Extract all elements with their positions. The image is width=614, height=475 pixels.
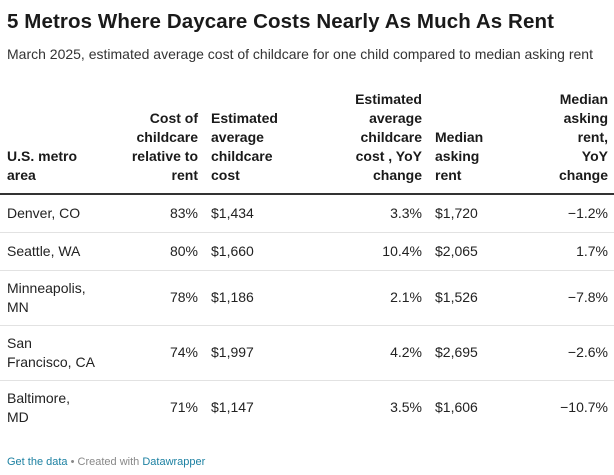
cell-ratio: 74% [120,325,204,381]
cell-childcare-cost: $1,186 [204,270,308,326]
cell-childcare-yoy: 3.5% [390,399,422,416]
cell-rent-yoy: −2.6% [530,325,614,381]
chart-subtitle: March 2025, estimated average cost of ch… [7,46,593,62]
cell-rent: $2,695 [428,325,530,381]
column-header-childcare-cost[interactable]: Estimated average childcare cost [204,90,308,195]
cell-rent: $1,526 [428,270,530,326]
cell-rent-yoy: −10.7% [560,399,608,416]
cell-metro: Minneapolis, MN [0,270,120,326]
column-header-childcare-yoy[interactable]: Estimated average childcare cost , YoY c… [308,90,428,195]
cell-childcare-cost: $1,997 [204,325,308,381]
cell-metro: Baltimore, MD [7,389,71,425]
cell-metro: Seattle, WA [0,232,120,271]
cell-ratio: 83% [120,194,204,233]
cell-rent-yoy: −7.8% [530,270,614,326]
table-row: Minneapolis, MN 78% $1,186 2.1% $1,526 −… [0,270,614,326]
column-header-metro[interactable]: U.S. metro area [0,90,120,195]
table-row: Seattle, WA 80% $1,660 10.4% $2,065 1.7% [0,232,614,271]
footer-separator: • Created with [67,456,143,468]
get-the-data-link[interactable]: Get the data [7,456,68,468]
cell-rent: $1,606 [435,399,478,416]
column-header-rent[interactable]: Median asking rent [428,90,530,195]
cell-childcare-yoy: 2.1% [308,270,428,326]
column-header-rent-yoy[interactable]: Median asking rent, YoY change [530,90,614,195]
table-row: Denver, CO 83% $1,434 3.3% $1,720 −1.2% [0,194,614,233]
datawrapper-link[interactable]: Datawrapper [142,456,206,468]
table-row: San Francisco, CA 74% $1,997 4.2% $2,695… [0,325,614,381]
table-row: Baltimore, MD 71% $1,147 3.5% $1,606 −10… [0,380,614,435]
cell-childcare-cost: $1,660 [204,232,308,271]
cell-rent-yoy: 1.7% [530,232,614,271]
cell-ratio: 80% [120,232,204,271]
cell-childcare-yoy: 3.3% [308,194,428,233]
cell-metro: San Francisco, CA [0,325,120,381]
cell-metro: Denver, CO [0,194,120,233]
header-row: U.S. metro area Cost of childcare relati… [0,90,614,195]
column-header-ratio[interactable]: Cost of childcare relative to rent [120,90,204,195]
cell-childcare-yoy: 4.2% [308,325,428,381]
cell-ratio: 78% [120,270,204,326]
cell-ratio: 71% [169,399,198,416]
data-table: U.S. metro area Cost of childcare relati… [0,90,614,435]
cell-rent-yoy: −1.2% [530,194,614,233]
cell-rent: $2,065 [428,232,530,271]
cell-rent: $1,720 [428,194,530,233]
cell-childcare-yoy: 10.4% [308,232,428,271]
cell-childcare-cost: $1,434 [204,194,308,233]
chart-footer: Get the data • Created with Datawrapper [7,456,205,468]
cell-childcare-cost: $1,147 [211,399,254,416]
chart-title: 5 Metros Where Daycare Costs Nearly As M… [7,10,555,33]
